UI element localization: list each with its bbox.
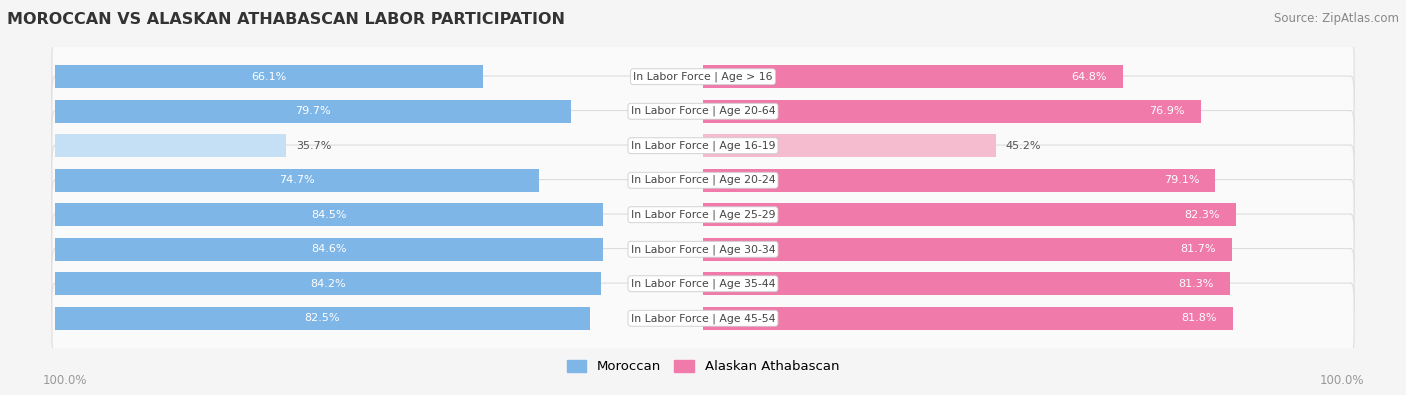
Text: 84.6%: 84.6% <box>312 244 347 254</box>
Text: 81.7%: 81.7% <box>1181 244 1216 254</box>
Text: In Labor Force | Age 16-19: In Labor Force | Age 16-19 <box>631 141 775 151</box>
Text: In Labor Force | Age 20-24: In Labor Force | Age 20-24 <box>631 175 775 186</box>
Bar <box>55 237 603 261</box>
FancyBboxPatch shape <box>52 76 1354 147</box>
Bar <box>703 134 995 158</box>
Text: 82.5%: 82.5% <box>305 313 340 323</box>
Text: 81.8%: 81.8% <box>1181 313 1216 323</box>
FancyBboxPatch shape <box>52 283 1354 354</box>
FancyBboxPatch shape <box>52 214 1354 284</box>
Bar <box>55 203 603 226</box>
Text: 45.2%: 45.2% <box>1005 141 1040 151</box>
Text: 100.0%: 100.0% <box>42 374 87 387</box>
Text: In Labor Force | Age 35-44: In Labor Force | Age 35-44 <box>631 278 775 289</box>
Text: 81.3%: 81.3% <box>1178 279 1213 289</box>
Text: In Labor Force | Age 25-29: In Labor Force | Age 25-29 <box>631 209 775 220</box>
Bar <box>703 65 1123 88</box>
Text: In Labor Force | Age 20-64: In Labor Force | Age 20-64 <box>631 106 775 117</box>
Bar <box>703 272 1230 295</box>
Text: 64.8%: 64.8% <box>1071 72 1107 82</box>
Bar <box>55 169 538 192</box>
Text: 100.0%: 100.0% <box>1319 374 1364 387</box>
Text: 82.3%: 82.3% <box>1184 210 1220 220</box>
Bar <box>55 307 589 330</box>
FancyBboxPatch shape <box>52 145 1354 215</box>
FancyBboxPatch shape <box>52 180 1354 250</box>
Legend: Moroccan, Alaskan Athabascan: Moroccan, Alaskan Athabascan <box>560 354 846 380</box>
Bar <box>55 272 600 295</box>
Bar <box>703 169 1215 192</box>
Text: 79.1%: 79.1% <box>1164 175 1199 185</box>
Text: 84.2%: 84.2% <box>311 279 346 289</box>
Text: In Labor Force | Age 45-54: In Labor Force | Age 45-54 <box>631 313 775 324</box>
Bar <box>703 307 1233 330</box>
Text: 66.1%: 66.1% <box>252 72 287 82</box>
Text: 35.7%: 35.7% <box>297 141 332 151</box>
Text: In Labor Force | Age 30-34: In Labor Force | Age 30-34 <box>631 244 775 254</box>
Text: MOROCCAN VS ALASKAN ATHABASCAN LABOR PARTICIPATION: MOROCCAN VS ALASKAN ATHABASCAN LABOR PAR… <box>7 12 565 27</box>
Bar <box>703 237 1232 261</box>
Text: 74.7%: 74.7% <box>280 175 315 185</box>
Text: 76.9%: 76.9% <box>1150 106 1185 116</box>
FancyBboxPatch shape <box>52 111 1354 181</box>
Bar <box>703 100 1201 123</box>
Text: In Labor Force | Age > 16: In Labor Force | Age > 16 <box>633 71 773 82</box>
FancyBboxPatch shape <box>52 41 1354 112</box>
FancyBboxPatch shape <box>52 248 1354 319</box>
Bar <box>55 100 571 123</box>
Bar <box>55 65 484 88</box>
Bar <box>55 134 287 158</box>
Text: 79.7%: 79.7% <box>295 106 332 116</box>
Text: 84.5%: 84.5% <box>311 210 347 220</box>
Bar <box>703 203 1236 226</box>
Text: Source: ZipAtlas.com: Source: ZipAtlas.com <box>1274 12 1399 25</box>
